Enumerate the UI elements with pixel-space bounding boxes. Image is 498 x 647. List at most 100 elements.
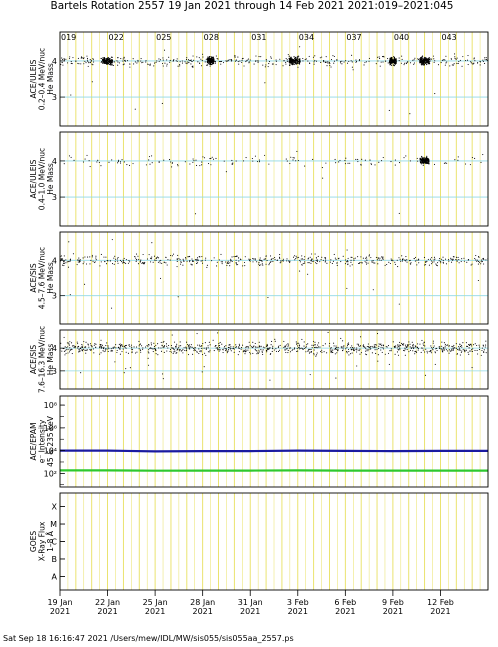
data-point [309, 256, 311, 258]
data-point [95, 255, 97, 257]
data-point [244, 353, 246, 355]
data-point [288, 57, 290, 60]
data-point [176, 258, 178, 260]
data-point [232, 162, 234, 164]
data-point [307, 343, 309, 345]
data-point [275, 350, 277, 352]
data-point [195, 159, 197, 161]
data-point [199, 344, 201, 346]
doy-label: 040 [394, 33, 409, 42]
data-point [60, 258, 62, 260]
data-point [80, 372, 82, 374]
data-point [413, 59, 415, 61]
data-point [112, 350, 114, 352]
data-point [414, 346, 417, 348]
data-point [345, 259, 347, 261]
data-point [437, 64, 440, 66]
data-point [100, 261, 102, 263]
data-point [302, 57, 304, 60]
data-point [253, 63, 255, 65]
data-point [151, 155, 153, 157]
doy-label: 031 [251, 33, 266, 42]
data-point [69, 349, 71, 351]
data-point [392, 60, 394, 62]
data-point [217, 58, 219, 60]
data-point [418, 259, 420, 261]
data-point [375, 352, 377, 355]
data-point [82, 161, 84, 163]
data-point [174, 350, 176, 352]
data-point [163, 345, 166, 347]
doy-label: 025 [156, 33, 171, 42]
data-point [70, 156, 72, 158]
data-point [214, 345, 216, 347]
data-point [395, 59, 397, 61]
data-point [155, 353, 157, 355]
data-point [444, 347, 446, 349]
data-point [200, 65, 203, 67]
data-point [107, 346, 109, 348]
data-point [456, 62, 458, 64]
data-point [299, 61, 301, 63]
data-point [215, 344, 217, 347]
data-point [191, 258, 193, 260]
data-point [358, 59, 361, 61]
data-point [374, 262, 376, 264]
data-point [437, 262, 439, 264]
data-point [292, 348, 294, 351]
data-point [233, 256, 235, 258]
data-point [382, 347, 384, 349]
data-point [255, 349, 257, 352]
data-point [213, 257, 215, 259]
data-point [386, 346, 388, 348]
data-point [424, 264, 426, 266]
data-point [250, 346, 252, 348]
data-point [208, 56, 211, 58]
data-point [337, 346, 339, 349]
data-point [178, 345, 180, 347]
data-point [100, 253, 102, 256]
data-point [408, 341, 410, 343]
data-point [421, 57, 424, 59]
data-point [64, 350, 66, 352]
data-point [416, 351, 418, 353]
data-point [111, 159, 113, 161]
data-point [413, 63, 415, 65]
data-point [393, 64, 395, 67]
data-point [392, 61, 394, 63]
data-point [325, 257, 327, 259]
data-point [199, 256, 201, 258]
data-point [128, 164, 131, 166]
year-label: 2021 [145, 607, 165, 616]
data-point [197, 258, 199, 260]
data-point [485, 58, 487, 61]
data-point [127, 352, 129, 354]
data-point [137, 263, 140, 265]
data-point [197, 262, 199, 264]
data-point [387, 62, 389, 64]
data-point [162, 378, 164, 380]
data-point [160, 350, 163, 352]
data-point [324, 343, 326, 345]
data-point [107, 345, 109, 347]
data-point [485, 259, 487, 261]
y-tick-label: 4 [52, 57, 57, 66]
data-point [441, 341, 443, 343]
date-label: 12 Feb [427, 598, 454, 607]
data-point [230, 350, 232, 352]
data-point [365, 61, 367, 63]
data-point [404, 348, 406, 350]
plot-title: Bartels Rotation 2557 19 Jan 2021 throug… [51, 0, 454, 12]
data-point [475, 259, 477, 261]
data-point [482, 59, 484, 61]
data-point [212, 59, 215, 61]
data-point [160, 341, 162, 343]
data-point [430, 58, 433, 60]
data-point [148, 344, 150, 346]
data-point [272, 258, 274, 260]
panel-frame [59, 395, 489, 488]
data-point [362, 345, 364, 347]
data-point [264, 66, 266, 68]
data-point [270, 344, 272, 346]
